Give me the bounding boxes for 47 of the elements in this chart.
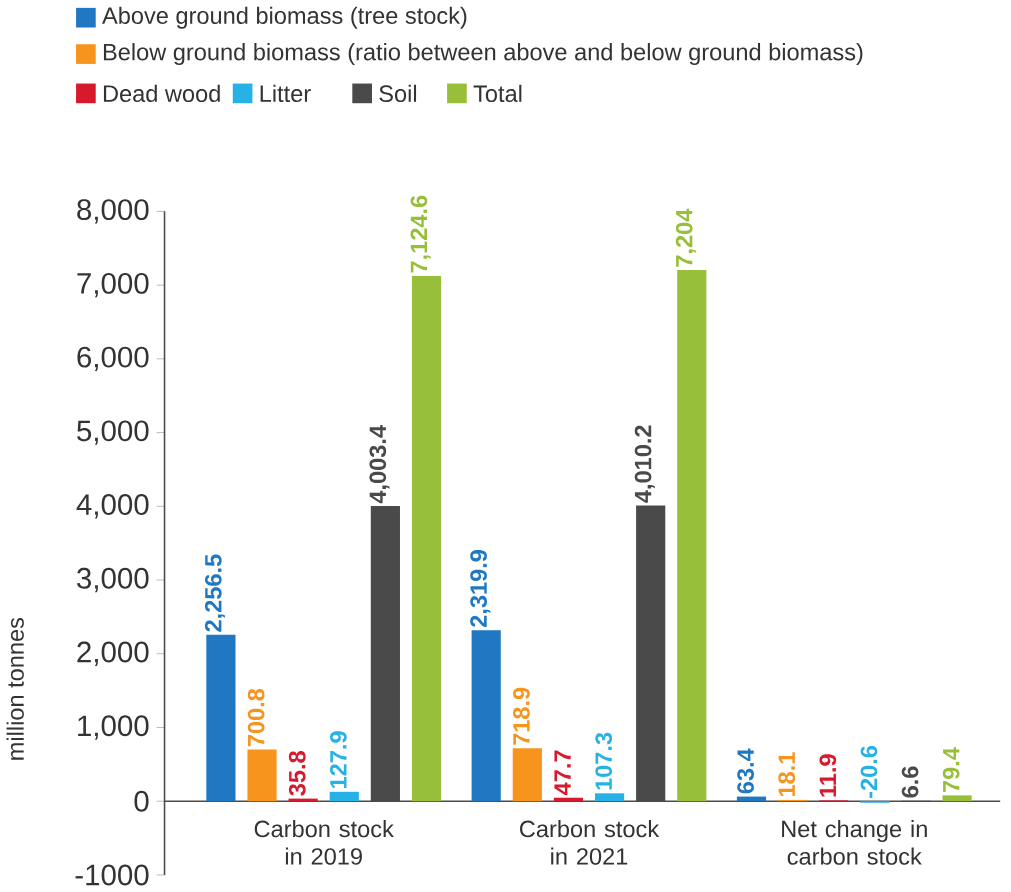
legend-label: Below ground biomass (ratio between above and below ground biomass) — [103, 43, 863, 66]
bar — [677, 270, 707, 802]
bar — [594, 793, 625, 802]
data-label: -20.6 — [860, 745, 878, 798]
x-tick-label: Carbon stock in 2021 — [520, 820, 660, 865]
y-tick-label: -1000 — [75, 864, 149, 886]
legend-label: Litter — [260, 84, 311, 103]
data-label: 2,256.5 — [204, 554, 226, 632]
data-label: 6.6 — [901, 766, 919, 798]
y-tick-label: 6,000 — [77, 346, 149, 372]
y-tick-label: 7,000 — [77, 272, 149, 298]
bar — [512, 748, 542, 802]
y-tick-label: 3,000 — [77, 567, 149, 593]
data-label: 7,124.6 — [410, 195, 431, 273]
y-tick-label: 2,000 — [77, 641, 149, 666]
data-label: 4,010.2 — [634, 425, 655, 503]
legend-label: Above ground biomass (tree stock) — [102, 6, 467, 29]
x-tick-label: Carbon stock in 2019 — [254, 820, 394, 865]
bar — [942, 795, 972, 802]
data-label: 700.8 — [247, 688, 265, 747]
data-label: 107.3 — [595, 732, 613, 790]
legend-label: Total — [473, 84, 522, 103]
data-label: 718.9 — [513, 687, 530, 745]
data-label: 63.4 — [737, 748, 754, 794]
y-tick-label: 0 — [134, 790, 149, 812]
legend-label: Soil — [379, 84, 417, 103]
x-tick-label: Net change in carbon stock — [782, 820, 927, 865]
y-tick-label: 5,000 — [77, 420, 149, 445]
data-label: 127.9 — [330, 731, 347, 788]
data-label: 35.8 — [288, 751, 306, 796]
data-label: 4,003.4 — [369, 425, 390, 504]
bar — [471, 630, 501, 802]
y-tick-label: 8,000 — [77, 199, 149, 224]
data-label: 18.1 — [778, 752, 796, 797]
data-label: 11.9 — [819, 754, 837, 797]
legend-label: Dead wood — [103, 84, 220, 103]
y-tick-label: 4,000 — [76, 494, 149, 519]
data-label: 79.4 — [942, 747, 960, 793]
bar — [206, 634, 236, 802]
y-axis-title: million tonnes — [6, 617, 24, 760]
data-label: 2,319.9 — [470, 550, 491, 628]
bar — [247, 749, 277, 802]
bar — [329, 791, 359, 802]
data-label: 47.7 — [554, 750, 571, 796]
bar — [411, 275, 442, 802]
data-label: 7,204 — [675, 208, 696, 267]
y-tick-label: 1,000 — [78, 715, 149, 740]
